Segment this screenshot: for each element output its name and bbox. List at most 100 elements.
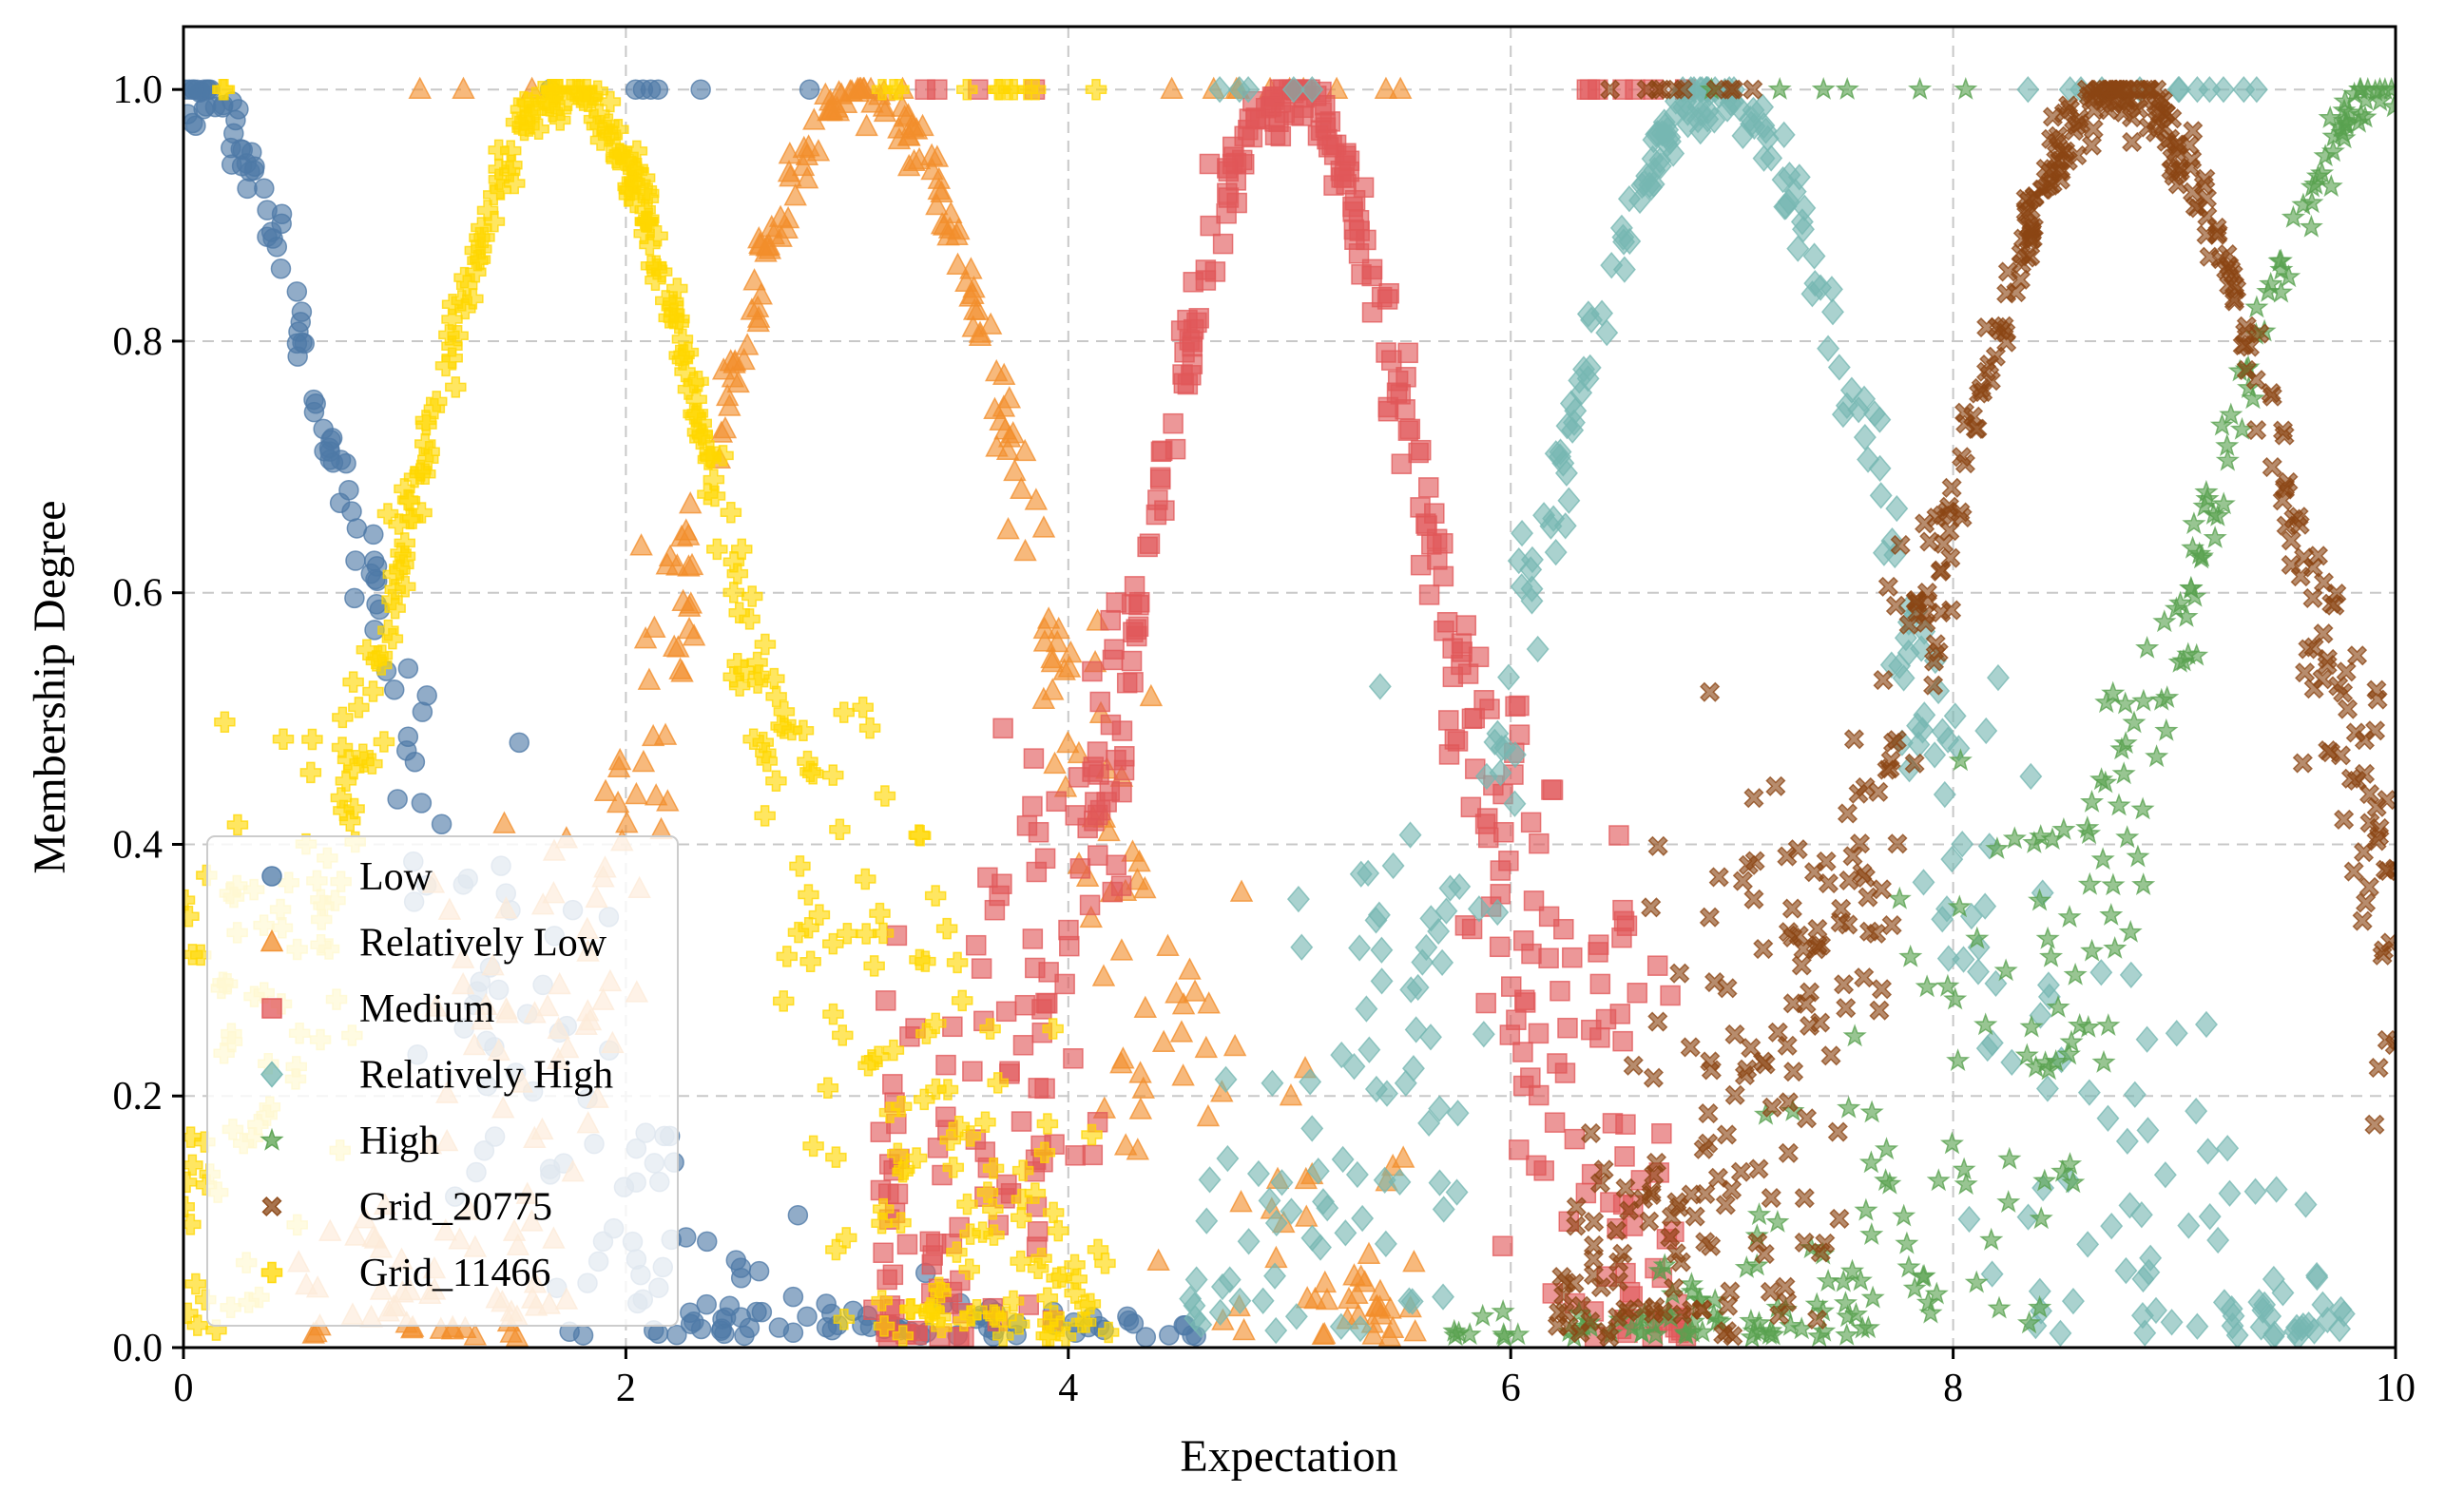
data-point-relatively-high: [2218, 1179, 2242, 1207]
data-point-high: [2109, 737, 2134, 760]
data-point-medium: [1028, 821, 1049, 843]
data-point-relatively-high: [2037, 983, 2061, 1010]
data-point-relatively-high: [1562, 409, 1586, 436]
data-point-relatively-low: [1403, 1318, 1427, 1342]
data-point-low: [787, 1204, 809, 1226]
data-point-high: [1954, 77, 1978, 100]
data-point-relatively-high: [1980, 1260, 2004, 1288]
data-point-relatively-high: [2264, 1176, 2288, 1203]
data-point-grid-11466: [476, 200, 499, 221]
data-point-grid-11466: [832, 1024, 854, 1046]
data-point-high: [1926, 1168, 1951, 1192]
data-point-grid-11466: [829, 818, 851, 841]
data-point-grid-20775: [1904, 753, 1925, 774]
data-point-medium: [1344, 229, 1365, 250]
data-point-relatively-high: [1827, 354, 1851, 381]
data-point-grid-11466: [618, 184, 641, 207]
data-point-relatively-low: [629, 533, 653, 556]
data-point-grid-11466: [673, 344, 695, 366]
data-point-relatively-high: [1967, 958, 1990, 986]
data-point-high: [2171, 648, 2196, 672]
data-point-high: [1947, 894, 1972, 918]
data-point-medium: [977, 867, 998, 889]
data-point-grid-11466: [184, 1273, 207, 1295]
data-point-grid-20775: [1877, 576, 1898, 597]
data-point-grid-20775: [1647, 1011, 1668, 1032]
data-point-high: [2145, 744, 2169, 768]
data-point-relatively-high: [2216, 1135, 2240, 1162]
data-point-medium: [1173, 373, 1195, 394]
data-point-relatively-high: [2167, 76, 2191, 104]
data-point-grid-20775: [1829, 1208, 1850, 1229]
data-point-high: [1442, 1318, 1467, 1342]
data-point-grid-20775: [2067, 144, 2088, 166]
data-point-relatively-high: [1448, 872, 1472, 901]
data-point-relatively-high: [1486, 719, 1510, 747]
data-point-relatively-high: [2221, 1311, 2244, 1340]
legend-label-low: Low: [359, 855, 433, 899]
data-point-grid-20775: [2324, 595, 2345, 616]
data-point-medium: [1245, 108, 1266, 130]
data-point-medium: [1553, 918, 1574, 940]
data-point-grid-20775: [1608, 1271, 1629, 1292]
data-point-high: [1807, 1324, 1832, 1348]
data-point-medium: [1104, 639, 1125, 660]
data-point-relatively-low: [827, 80, 851, 103]
data-point-relatively-high: [1611, 223, 1635, 251]
data-point-relatively-high: [1503, 790, 1527, 817]
data-point-medium: [1399, 418, 1421, 440]
data-point-high: [2050, 1158, 2075, 1182]
data-point-grid-20775: [1941, 477, 1962, 498]
data-point-medium: [1110, 875, 1132, 896]
data-point-high: [2091, 1049, 2116, 1073]
data-point-relatively-high: [2165, 1020, 2188, 1047]
data-point-high: [1887, 886, 1912, 909]
data-point-high: [2174, 603, 2199, 627]
data-point-relatively-low: [919, 143, 944, 165]
data-point-low: [730, 1257, 752, 1278]
data-point-relatively-low: [1402, 1250, 1426, 1273]
data-point-grid-20775: [2313, 572, 2335, 593]
data-point-grid-11466: [371, 644, 394, 666]
data-point-grid-20775: [1599, 1327, 1620, 1348]
data-point-grid-11466: [418, 440, 440, 463]
data-point-medium: [1521, 943, 1542, 965]
data-point-relatively-high: [2114, 1256, 2138, 1285]
data-point-grid-20775: [1701, 1235, 1722, 1256]
data-point-high: [2348, 77, 2373, 100]
data-point-medium: [1509, 695, 1530, 717]
data-point-high: [2303, 172, 2328, 195]
data-point-high: [1916, 1290, 1940, 1313]
data-point-low: [1117, 1306, 1138, 1328]
data-point-relatively-high: [1349, 1314, 1372, 1343]
data-point-grid-20775: [2261, 383, 2281, 404]
data-point-high: [1948, 748, 1973, 772]
data-point-grid-20775: [2343, 861, 2364, 882]
data-point-medium: [995, 1001, 1017, 1023]
data-point-relatively-high: [2271, 1279, 2295, 1307]
data-point-grid-11466: [523, 94, 546, 116]
data-point-grid-20775: [2358, 784, 2380, 805]
data-point-relatively-low: [301, 1321, 325, 1344]
data-point-relatively-low: [742, 268, 766, 291]
data-point-low: [183, 112, 203, 134]
data-point-low: [632, 79, 654, 100]
data-point-relatively-high: [1216, 1144, 1240, 1173]
data-point-relatively-high: [1330, 1041, 1354, 1069]
data-point-relatively-high: [2123, 1081, 2147, 1108]
data-point-grid-11466: [381, 627, 404, 650]
data-point-medium: [1616, 915, 1638, 936]
data-point-grid-20775: [1583, 1234, 1605, 1256]
data-point-relatively-low: [1361, 1322, 1385, 1345]
data-point-grid-20775: [1641, 897, 1662, 918]
data-point-grid-20775: [2337, 699, 2358, 719]
data-point-grid-20775: [2377, 1029, 2396, 1050]
data-point-grid-11466: [1048, 1219, 1069, 1242]
data-point-medium: [1150, 469, 1171, 490]
data-point-medium: [1627, 983, 1648, 1004]
data-point-relatively-low: [1031, 686, 1056, 710]
data-point-medium: [1046, 791, 1067, 813]
data-point-grid-11466: [799, 950, 821, 972]
data-point-grid-20775: [2020, 220, 2042, 240]
data-point-relatively-low: [1374, 76, 1398, 99]
